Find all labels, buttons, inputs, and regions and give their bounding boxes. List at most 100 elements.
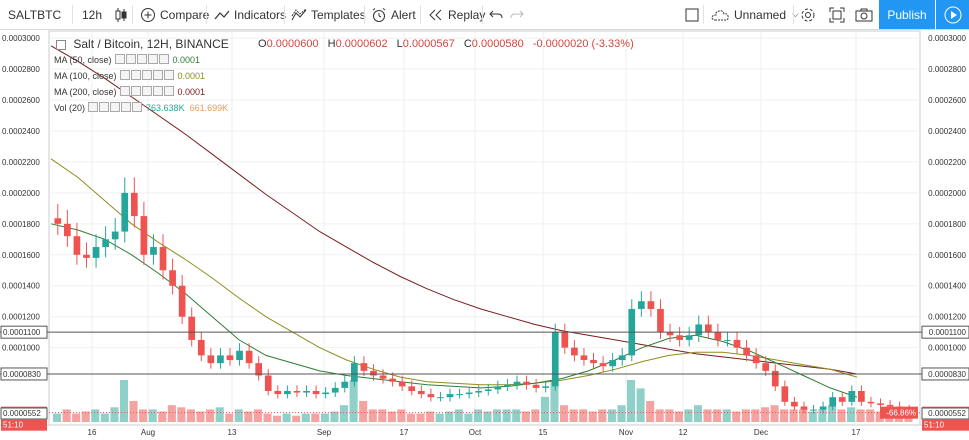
volume-bar [512,409,521,422]
volume-bar [397,409,406,422]
symbol-search-button[interactable]: SALTBTC [8,0,61,29]
replay-button[interactable]: Replay [428,0,485,29]
volume-bar [158,411,167,422]
change-value: -0.0000020 (-3.33%) [532,38,634,50]
candle-body [341,381,349,388]
candle-body [504,384,511,387]
volume-bar [282,413,291,422]
compare-label: Compare [160,7,210,22]
ma50-label: MA (50, close) [54,55,112,65]
toolbar-divider [206,5,207,24]
layout-name-button[interactable]: Unnamed ⌵ [710,0,799,29]
replay-icon [429,9,442,20]
left-price-axis-tick: 0.0001600 [2,251,40,260]
legend-ma100[interactable]: MA (100, close) 0.0001 [54,70,205,82]
candle-body [255,363,263,376]
replay-label: Replay [448,7,486,22]
select-layout-button[interactable] [685,0,699,29]
legend-ma200[interactable]: MA (200, close) 0.0001 [54,86,205,98]
volume-bar [206,409,215,422]
legend-controls[interactable] [119,70,175,82]
open-label: O [258,38,267,50]
ohlc-readout: O0.0000600 H0.0000602 L0.0000567 C0.0000… [258,38,640,50]
volume-bar [493,409,502,422]
volume-bar [177,407,186,422]
publish-button[interactable]: Publish [879,0,935,29]
volume-bar [818,409,827,422]
candle-body [877,403,884,405]
volume-bar [875,411,884,422]
legend-controls[interactable] [119,86,175,98]
volume-bar [253,409,262,422]
price-line-label: 0.0001100 [929,328,967,337]
legend-controls[interactable] [114,54,170,66]
candle-body [264,375,272,391]
volume-bar [598,409,607,422]
volume-bar [330,411,339,422]
undo-button[interactable] [489,0,503,29]
candle-body [245,350,253,364]
candle-body [791,401,798,407]
legend-volume[interactable]: Vol (20) 763.638K 661.699K [54,102,228,114]
templates-icon [291,8,307,20]
volume-bar [110,407,119,422]
legend-ma50[interactable]: MA (50, close) 0.0001 [54,54,200,66]
candle-body [293,390,301,393]
play-button[interactable] [936,0,969,29]
candle-body [322,392,329,395]
volume-bar [770,405,779,422]
candle-body [532,384,540,388]
candle-body [724,339,731,341]
fullscreen-button[interactable] [829,0,845,29]
ma50-value: 0.0001 [172,55,201,65]
indicators-button[interactable]: Indicators [214,0,286,29]
volume-bar [454,409,463,422]
price-line-label: 0.0000830 [928,370,966,379]
undo-icon [489,10,503,18]
price-line-label-box [921,325,969,339]
alarm-clock-icon [372,7,386,22]
volume-bar [349,380,358,422]
alert-button[interactable]: Alert [371,0,416,29]
square-icon [685,8,699,21]
interval-button[interactable]: 12h [82,0,102,29]
volume-bar [827,405,836,422]
candle-body [217,355,224,364]
change-percent-box [880,406,918,419]
legend-controls[interactable] [88,102,143,114]
toolbar-divider [284,5,285,24]
candle-body [73,236,81,255]
candle-body [159,247,167,271]
ma100-value: 0.0001 [177,71,206,81]
snapshot-button[interactable] [855,0,873,29]
candle-body [284,390,291,395]
left-price-axis-tick: 0.0002600 [2,96,40,105]
candle-body [188,316,196,340]
collapse-icon[interactable] [56,39,66,50]
candle-body [867,401,875,404]
volume-bar [531,409,540,422]
close-label: C [463,38,472,50]
volume-bar [378,409,387,422]
volume-bar [225,413,234,422]
top-toolbar: SALTBTC 12h Compare Indicators Templates… [0,0,969,30]
candle-body [800,406,808,410]
price-axis-tick: 0.0002000 [928,189,966,198]
compare-button[interactable]: Compare [140,0,209,29]
templates-button[interactable]: Templates [291,0,366,29]
alert-label: Alert [391,7,416,22]
interval-label: 12h [82,7,103,22]
settings-button[interactable] [800,0,816,29]
volume-bar [665,409,674,422]
volume-bar [139,409,148,422]
redo-button[interactable] [510,0,524,29]
fullscreen-icon [829,7,845,22]
candle-body [676,335,683,340]
volume-bar [311,413,320,422]
volume-bar [607,409,616,422]
price-axis-tick: 0.0002600 [928,96,966,105]
candle-body [140,216,148,255]
price-chart[interactable]: 0.0003000 0.0003000 0.0002800 0.0002800 0.00… [0,30,969,440]
chart-style-button[interactable] [114,0,128,29]
open-value: 0.0000600 [266,38,319,50]
